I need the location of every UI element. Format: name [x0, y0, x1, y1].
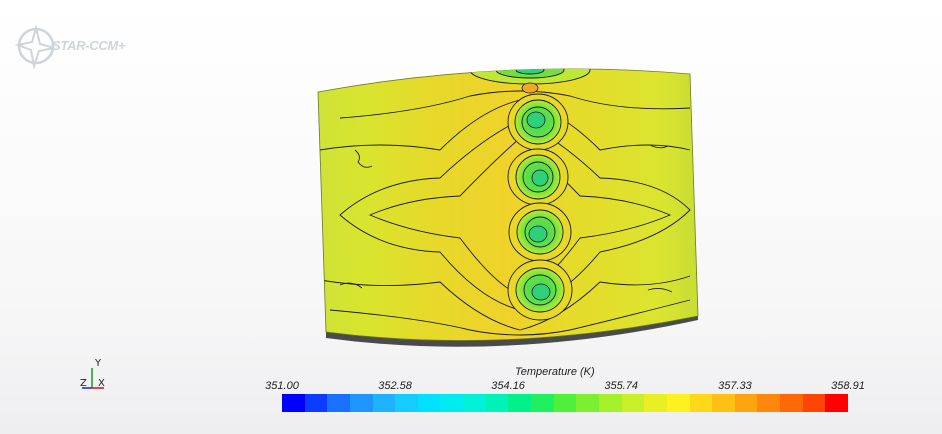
color-bar-segment [327, 394, 350, 412]
color-bar-segment [508, 394, 532, 412]
color-bar-segment [282, 394, 305, 412]
legend-tick-label: 352.58 [378, 380, 412, 392]
color-bar-segment [372, 394, 396, 412]
color-bar-segment [304, 394, 328, 412]
hot-spot-column [507, 82, 573, 321]
color-bar-segment [734, 394, 758, 412]
logo-wordmark: STAR-CCM+ [52, 38, 126, 53]
color-bar-segment [349, 394, 373, 412]
color-bar-segment [825, 394, 849, 412]
color-bar [282, 394, 849, 412]
color-bar-segment [689, 394, 713, 412]
color-bar-segment [644, 394, 667, 412]
axis-triad: Y Z X [70, 358, 110, 396]
axis-z-label: Z [80, 378, 87, 389]
legend-tick-label: 354.16 [491, 380, 525, 392]
color-bar-segment [666, 394, 690, 412]
cylinder-surface [317, 68, 699, 341]
star-ccm-logo: STAR-CCM+ [12, 22, 162, 70]
contour-lines [319, 68, 691, 336]
color-bar-segment [598, 394, 622, 412]
color-bar-segment [757, 394, 781, 412]
color-bar-segment [780, 394, 803, 412]
color-bar-segment [531, 394, 554, 412]
color-bar-segment [463, 394, 486, 412]
legend-title: Temperature (K) [515, 366, 595, 378]
color-bar-segment [553, 394, 577, 412]
legend-tick-label: 357.33 [718, 380, 752, 392]
axis-triad-icon [82, 368, 104, 389]
logo-star-icon [14, 24, 55, 70]
color-bar-segment [485, 394, 509, 412]
color-bar-segment [440, 394, 464, 412]
axis-x-label: X [98, 378, 105, 389]
color-bar-segment [621, 394, 645, 412]
color-bar-segment [576, 394, 599, 412]
legend-tick-label: 351.00 [265, 380, 299, 392]
color-bar-segment [712, 394, 735, 412]
axis-y-label: Y [95, 358, 102, 369]
legend-tick-label: 355.74 [604, 380, 638, 392]
color-bar-segment [417, 394, 441, 412]
legend-tick-label: 358.91 [831, 380, 865, 392]
color-bar-segment [802, 394, 826, 412]
color-bar-segment [395, 394, 418, 412]
